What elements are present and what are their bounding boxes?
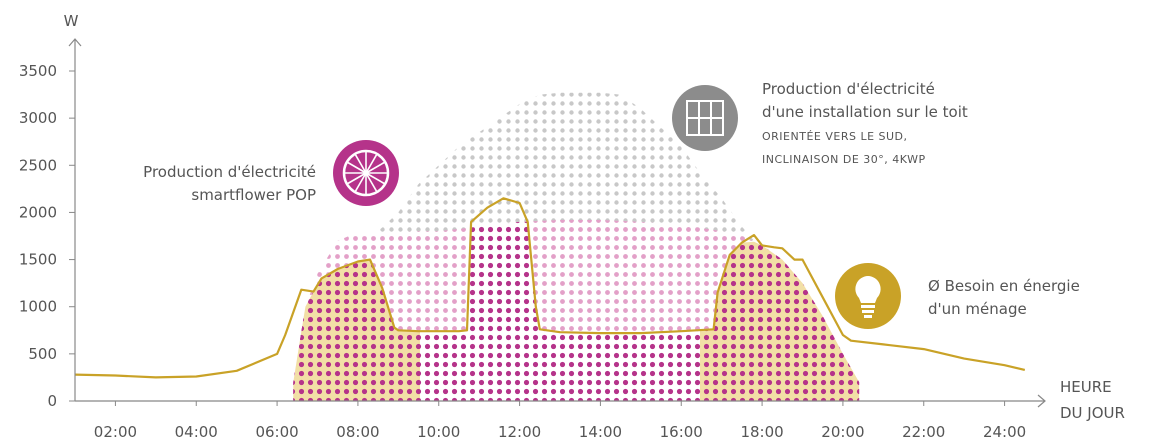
x-tick-label: 08:00 — [336, 423, 379, 441]
annotation-household-line1: Ø Besoin en énergie — [928, 277, 1080, 295]
series-area-self-consumption-morning — [293, 259, 420, 401]
smartflower-icon-petal — [347, 172, 367, 185]
light-bulb-icon-glass — [855, 276, 881, 303]
y-tick-label: 2000 — [19, 203, 57, 221]
x-axis-arrow — [1037, 394, 1046, 408]
smartflower-icon-ring — [342, 149, 390, 197]
smartflower-icon-petal — [354, 172, 367, 192]
y-tick-label: 3500 — [19, 62, 57, 80]
x-tick-label: 10:00 — [417, 423, 460, 441]
annotation-household-line2: d'un ménage — [928, 300, 1027, 318]
axes: W 0 500 1000 1500 2000 2500 3000 3500 02:00 04:00 0… — [19, 12, 1125, 441]
series-areas — [74, 92, 1026, 401]
smartflower-icon-petal — [354, 154, 367, 174]
x-tick-label: 22:00 — [902, 423, 945, 441]
light-bulb-icon-base3 — [864, 315, 872, 318]
series-line-household-consumption — [74, 197, 1026, 379]
x-tick-label: 16:00 — [660, 423, 703, 441]
x-tick-label: 12:00 — [498, 423, 541, 441]
x-tick-label: 04:00 — [175, 423, 218, 441]
light-bulb-icon-base2 — [862, 310, 874, 313]
smartflower-icon — [333, 140, 399, 206]
y-tick-label: 500 — [28, 345, 57, 363]
annotation-roof-line3: ORIENTÉE VERS LE SUD, — [762, 130, 908, 143]
annotation-roof-installation: Production d'électricité d'une installati… — [672, 80, 968, 166]
smartflower-icon-petal — [365, 172, 378, 192]
y-tick-label: 2500 — [19, 156, 57, 174]
x-tick-label: 06:00 — [255, 423, 298, 441]
smartflower-icon-petal — [365, 154, 378, 174]
smartflower-icon-petal — [347, 161, 367, 174]
x-tick-label: 02:00 — [94, 423, 137, 441]
x-tick-label: 20:00 — [821, 423, 864, 441]
light-bulb-icon — [835, 263, 901, 329]
annotation-smartflower: Production d'électricité smartflower POP — [143, 140, 399, 206]
y-tick-label: 1500 — [19, 251, 57, 269]
x-tick-label: 14:00 — [579, 423, 622, 441]
smartflower-icon-petal — [365, 172, 385, 185]
y-tick-label: 3000 — [19, 109, 57, 127]
light-bulb-icon-base1 — [861, 305, 875, 308]
annotation-roof-line4: INCLINAISON DE 30°, 4KWP — [762, 153, 926, 166]
y-tick-label: 1000 — [19, 298, 57, 316]
y-axis-label: W — [64, 12, 79, 30]
x-axis-label-line2: DU JOUR — [1060, 404, 1125, 422]
x-axis-label-line1: HEURE — [1060, 378, 1112, 396]
annotation-household: Ø Besoin en énergie d'un ménage — [835, 263, 1080, 329]
x-tick-label: 24:00 — [983, 423, 1026, 441]
solar-panel-icon — [672, 85, 738, 151]
smartflower-icon-petal — [365, 161, 385, 174]
series-area-self-consumption-evening — [700, 241, 860, 401]
x-tick-label: 18:00 — [740, 423, 783, 441]
annotation-smartflower-line1: Production d'électricité — [143, 163, 316, 181]
y-tick-label: 0 — [47, 392, 57, 410]
annotation-roof-line1: Production d'électricité — [762, 80, 935, 98]
annotation-roof-line2: d'une installation sur le toit — [762, 103, 968, 121]
annotation-smartflower-line2: smartflower POP — [191, 186, 316, 204]
y-axis-arrow — [68, 38, 82, 47]
